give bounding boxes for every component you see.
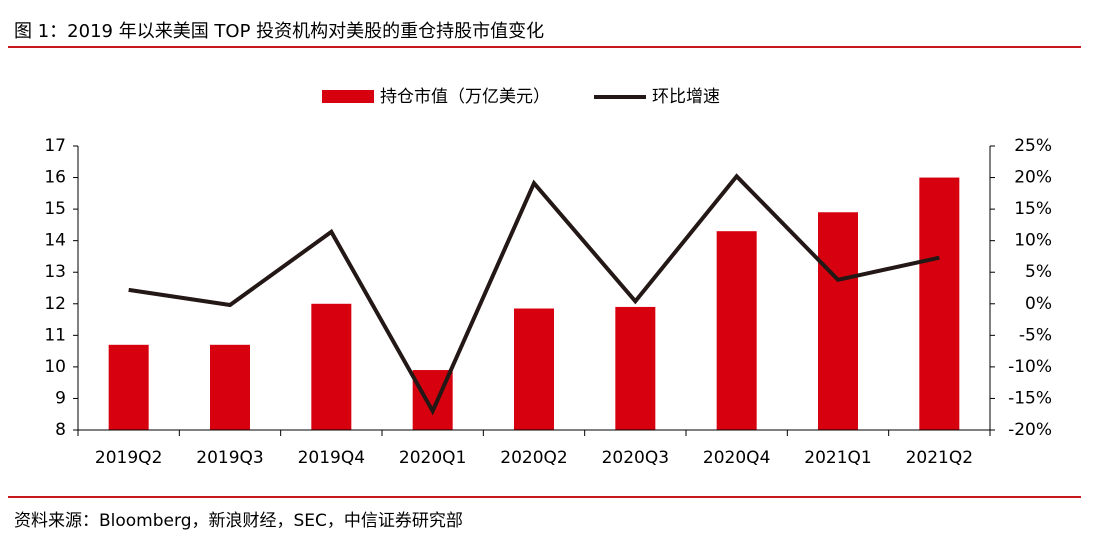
legend-label: 持仓市值（万亿美元）: [380, 87, 550, 107]
y-tick-label: 16: [44, 168, 66, 188]
y-tick-label: 9: [55, 388, 66, 408]
y2-tick-label: 20%: [1014, 168, 1052, 188]
bar: [716, 231, 757, 430]
x-tick-label: 2019Q4: [298, 448, 365, 468]
line: [128, 173, 940, 416]
y-tick-label: 14: [44, 231, 66, 251]
x-tick-label: 2020Q1: [399, 448, 466, 468]
x-tick-label: 2020Q3: [602, 448, 669, 468]
bar: [108, 344, 149, 430]
x-tick-label: 2021Q1: [804, 448, 871, 468]
y2-tick-label: 10%: [1014, 231, 1052, 251]
y-tick-label: 17: [44, 136, 66, 156]
x-tick-label: 2021Q2: [906, 448, 973, 468]
title-rule: [8, 46, 1081, 48]
source-note: 资料来源：Bloomberg，新浪财经，SEC，中信证券研究部: [14, 511, 463, 531]
x-tick-label: 2019Q3: [196, 448, 263, 468]
bar: [311, 303, 352, 430]
y2-tick-label: 15%: [1014, 199, 1052, 219]
y2-tick-label: 0%: [1025, 294, 1052, 314]
legend-swatch: [322, 90, 374, 103]
bar: [514, 308, 554, 430]
y2-tick-label: -5%: [1019, 325, 1052, 345]
y2-tick-label: -15%: [1008, 388, 1052, 408]
y-tick-label: 13: [44, 262, 66, 282]
bar: [818, 212, 858, 430]
bar: [919, 177, 960, 430]
bar: [210, 344, 250, 430]
y2-tick-label: 5%: [1025, 262, 1052, 282]
legend-label: 环比增速: [652, 87, 720, 107]
y-tick-label: 15: [44, 199, 66, 219]
bar: [615, 306, 656, 430]
y-tick-label: 8: [55, 420, 66, 440]
x-tick-label: 2020Q4: [703, 448, 770, 468]
y-tick-label: 10: [44, 357, 66, 377]
x-tick-label: 2019Q2: [95, 448, 162, 468]
y2-tick-label: -20%: [1008, 420, 1052, 440]
x-tick-label: 2020Q2: [500, 448, 567, 468]
y-tick-label: 12: [44, 294, 66, 314]
y2-tick-label: 25%: [1014, 136, 1052, 156]
source-rule: [8, 496, 1081, 498]
y2-tick-label: -10%: [1008, 357, 1052, 377]
chart-title: 图 1：2019 年以来美国 TOP 投资机构对美股的重仓持股市值变化: [14, 21, 544, 42]
y-tick-label: 11: [44, 325, 66, 345]
